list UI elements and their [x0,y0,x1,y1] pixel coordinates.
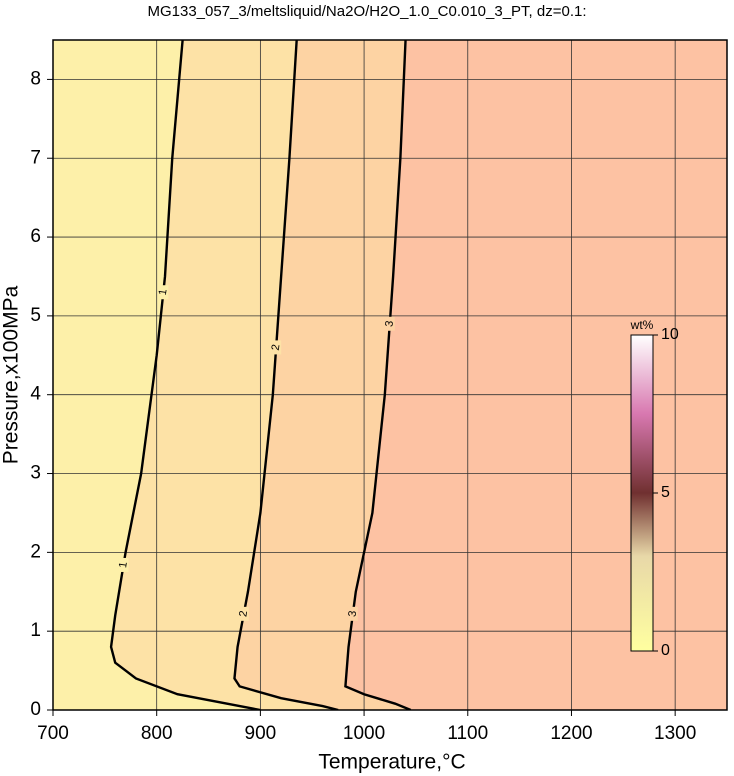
x-tick-label: 1200 [550,723,592,744]
y-tick-label: 2 [30,541,41,562]
contour-label: 1 [117,561,130,569]
contour-line [344,40,412,710]
contour-label-bg [118,557,129,572]
contour-label: 2 [237,610,250,618]
contour-label-bg [384,316,395,331]
contour-label-bg [271,340,282,355]
contour-label: 3 [346,610,359,618]
x-tick-label: 800 [141,723,173,744]
y-tick-label: 5 [30,305,41,326]
colorbar-tick-label: 5 [661,484,670,501]
chart-title: MG133_057_3/meltsliquid/Na2O/H2O_1.0_C0.… [147,3,586,20]
y-tick-label: 0 [30,699,41,720]
x-tick-label: 1100 [447,723,488,744]
y-axis-label: Pressure,x100MPa [0,285,23,464]
y-tick-label: 6 [30,226,41,247]
x-tick-label: 1000 [343,723,385,744]
x-axis-label: Temperature,°C [318,751,465,774]
contour-label-bg [347,606,358,621]
x-tick-label: 700 [37,723,69,744]
plot-area: 3 3 2 2 1 1 [53,40,727,710]
contour-label: 2 [270,344,283,352]
colorbar-tick-label: 0 [661,642,670,659]
colorbar-tick-label: 10 [661,326,679,343]
x-tick-label: 900 [245,723,277,744]
colorbar [630,334,654,652]
y-tick-label: 3 [30,463,41,484]
y-tick-label: 1 [30,620,41,641]
contour-label: 1 [157,288,170,296]
y-tick-label: 7 [30,147,41,168]
contour-label-bg [238,606,249,621]
plot-frame [52,39,728,711]
y-tick-label: 4 [30,384,41,405]
contour-label: 3 [383,320,396,328]
y-tick-label: 8 [30,68,41,89]
colorbar-label: wt% [630,318,654,332]
contour-label-bg [158,285,169,300]
contour-line [109,40,261,710]
fill-region [53,40,261,710]
x-tick-label: 1300 [654,723,696,744]
